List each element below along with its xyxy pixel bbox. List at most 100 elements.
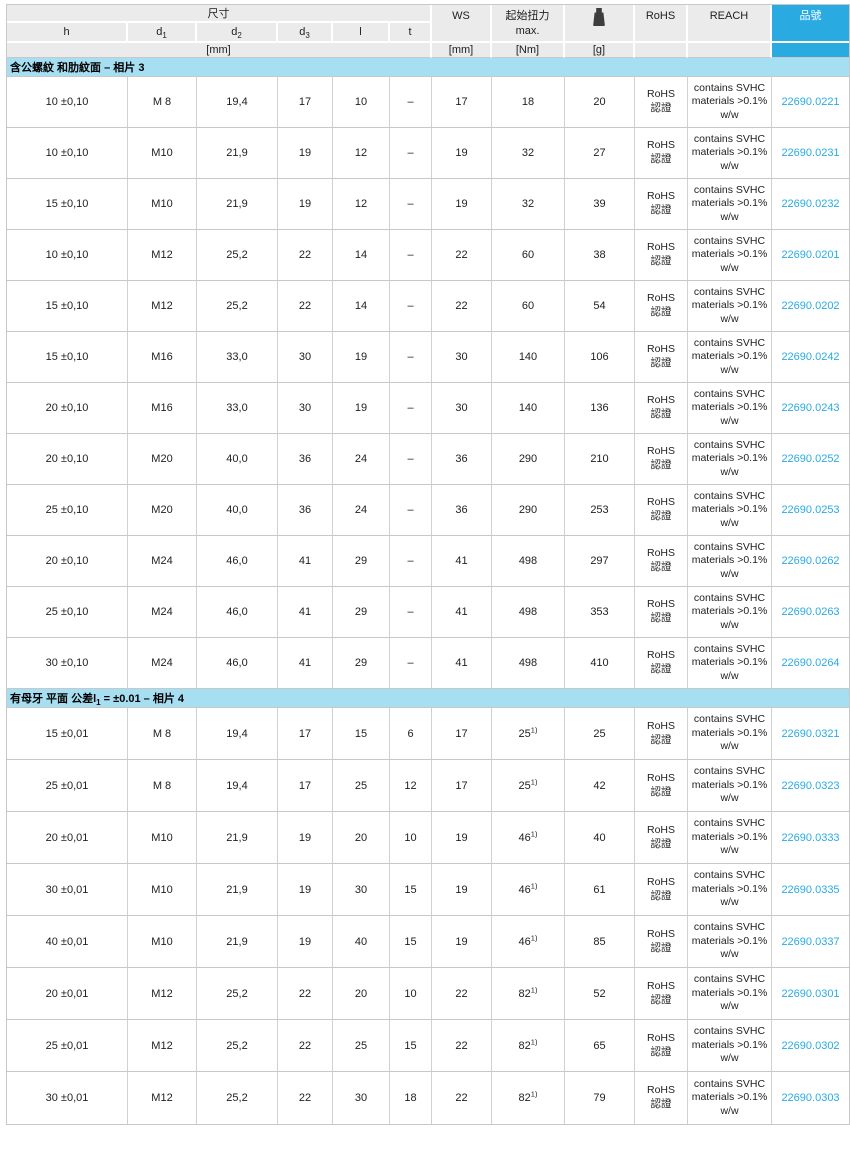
cell-weight: 61 — [565, 864, 635, 916]
cell-d2: 33,0 — [197, 383, 278, 434]
part-number-link[interactable]: 22690.0253 — [772, 485, 849, 536]
cell-rohs-certified: RoHS 認證 — [635, 77, 688, 128]
table-row: 15 ±0,10 M16 33,0 30 19–30 140 106 RoHS 認證 contai… — [7, 332, 849, 383]
cell-torque: 498 — [492, 587, 565, 638]
cell-l: 40 — [333, 916, 390, 968]
part-number-link[interactable]: 22690.0263 — [772, 587, 849, 638]
part-number-link[interactable]: 22690.0302 — [772, 1020, 849, 1072]
cell-ws: 22 — [432, 230, 492, 281]
cell-torque: 251) — [492, 708, 565, 760]
cell-weight: 65 — [565, 1020, 635, 1072]
cell-rohs-certified: RoHS 認證 — [635, 536, 688, 587]
cell-ws: 19 — [432, 128, 492, 179]
cell-weight: 42 — [565, 760, 635, 812]
cell-h: 20 ±0,01 — [7, 812, 128, 864]
cell-d3: 36 — [278, 434, 333, 485]
part-number-link[interactable]: 22690.0231 — [772, 128, 849, 179]
cell-t: – — [390, 485, 432, 536]
cell-ws: 22 — [432, 1072, 492, 1124]
part-number-link[interactable]: 22690.0333 — [772, 812, 849, 864]
part-number-link[interactable]: 22690.0201 — [772, 230, 849, 281]
cell-reach-svhc: contains SVHC materials >0.1% w/w — [688, 485, 772, 536]
cell-d2: 25,2 — [197, 1072, 278, 1124]
reach-unit-cell — [688, 43, 772, 58]
cell-h: 15 ±0,10 — [7, 281, 128, 332]
part-number-link[interactable]: 22690.0221 — [772, 77, 849, 128]
part-number-link[interactable]: 22690.0321 — [772, 708, 849, 760]
table-row: 20 ±0,10 M24 46,0 41 29–41 498 297 RoHS 認證 contai… — [7, 536, 849, 587]
cell-d1: M16 — [128, 383, 197, 434]
cell-d3: 22 — [278, 281, 333, 332]
header-row-units: [mm] [mm] [Nm] [g] — [7, 43, 849, 58]
cell-d2: 21,9 — [197, 179, 278, 230]
col-header-t: t — [390, 23, 432, 43]
cell-d2: 19,4 — [197, 760, 278, 812]
section-title: 含公螺紋 和肋紋面 – 相片 3 — [7, 58, 849, 77]
cell-h: 25 ±0,01 — [7, 1020, 128, 1072]
cell-h: 20 ±0,10 — [7, 434, 128, 485]
cell-d1: M20 — [128, 485, 197, 536]
cell-t: 12 — [390, 760, 432, 812]
cell-t: 15 — [390, 864, 432, 916]
part-number-link[interactable]: 22690.0242 — [772, 332, 849, 383]
cell-d3: 19 — [278, 864, 333, 916]
reach-column-header: REACH — [688, 5, 772, 43]
cell-d3: 22 — [278, 1072, 333, 1124]
cell-rohs-certified: RoHS 認證 — [635, 968, 688, 1020]
cell-reach-svhc: contains SVHC materials >0.1% w/w — [688, 864, 772, 916]
part-number-link[interactable]: 22690.0301 — [772, 968, 849, 1020]
cell-d1: M10 — [128, 864, 197, 916]
part-number-link[interactable]: 22690.0232 — [772, 179, 849, 230]
cell-d1: M10 — [128, 179, 197, 230]
cell-weight: 27 — [565, 128, 635, 179]
cell-d2: 25,2 — [197, 281, 278, 332]
cell-d2: 25,2 — [197, 968, 278, 1020]
part-number-link[interactable]: 22690.0243 — [772, 383, 849, 434]
cell-d2: 46,0 — [197, 587, 278, 638]
part-number-link[interactable]: 22690.0252 — [772, 434, 849, 485]
table-row: 20 ±0,01 M12 25,2 22 20 10 22 821) 52 RoHS 認證 conta… — [7, 968, 849, 1020]
dim-unit-cell: [mm] — [7, 43, 432, 58]
cell-h: 25 ±0,10 — [7, 485, 128, 536]
cell-t: – — [390, 128, 432, 179]
cell-d3: 19 — [278, 812, 333, 864]
cell-h: 25 ±0,01 — [7, 760, 128, 812]
header-row-dim-names: h d1 d2 d3 l t — [7, 23, 849, 43]
cell-ws: 17 — [432, 760, 492, 812]
spec-table: 尺寸 WS 起始扭力 max. RoHS REACH 品號 h d1 d2 d3… — [6, 4, 850, 1125]
col-header-d3: d3 — [278, 23, 333, 43]
cell-l: 20 — [333, 812, 390, 864]
dimensions-group-header: 尺寸 — [7, 5, 432, 23]
part-number-link[interactable]: 22690.0303 — [772, 1072, 849, 1124]
cell-torque: 60 — [492, 230, 565, 281]
cell-reach-svhc: contains SVHC materials >0.1% w/w — [688, 1072, 772, 1124]
cell-l: 20 — [333, 968, 390, 1020]
cell-h: 15 ±0,01 — [7, 708, 128, 760]
part-number-link[interactable]: 22690.0335 — [772, 864, 849, 916]
cell-weight: 353 — [565, 587, 635, 638]
cell-d3: 17 — [278, 760, 333, 812]
cell-rohs-certified: RoHS 認證 — [635, 128, 688, 179]
part-number-link[interactable]: 22690.0323 — [772, 760, 849, 812]
cell-d1: M16 — [128, 332, 197, 383]
cell-weight: 136 — [565, 383, 635, 434]
cell-weight: 410 — [565, 638, 635, 689]
cell-reach-svhc: contains SVHC materials >0.1% w/w — [688, 179, 772, 230]
cell-t: 10 — [390, 968, 432, 1020]
part-number-link[interactable]: 22690.0262 — [772, 536, 849, 587]
cell-l: 14 — [333, 281, 390, 332]
cell-ws: 19 — [432, 864, 492, 916]
part-number-link[interactable]: 22690.0202 — [772, 281, 849, 332]
cell-rohs-certified: RoHS 認證 — [635, 485, 688, 536]
col-header-h: h — [7, 23, 128, 43]
part-number-link[interactable]: 22690.0337 — [772, 916, 849, 968]
cell-d2: 21,9 — [197, 916, 278, 968]
table-row: 20 ±0,01 M10 21,9 19 20 10 19 461) 40 RoHS 認證 conta… — [7, 812, 849, 864]
part-number-link[interactable]: 22690.0264 — [772, 638, 849, 689]
table-row: 40 ±0,01 M10 21,9 19 40 15 19 461) 85 RoHS 認證 conta… — [7, 916, 849, 968]
cell-reach-svhc: contains SVHC materials >0.1% w/w — [688, 332, 772, 383]
part-unit-cell — [772, 43, 849, 58]
cell-d3: 41 — [278, 536, 333, 587]
cell-d1: M10 — [128, 916, 197, 968]
cell-torque: 251) — [492, 760, 565, 812]
